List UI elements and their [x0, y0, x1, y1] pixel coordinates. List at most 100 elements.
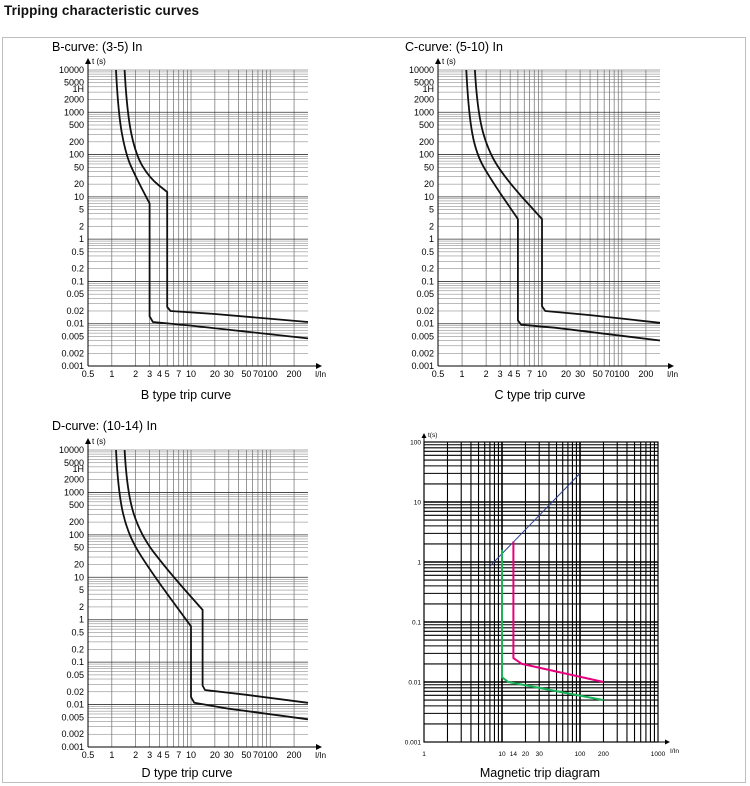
y-axis-label: t(s) [428, 432, 437, 439]
series-curve-1 [115, 449, 309, 721]
y-axis-arrow [85, 438, 91, 444]
x-tick-label: 0.5 [432, 369, 445, 379]
y-tick-label: 5000 [64, 78, 84, 88]
y-tick-label: 5 [429, 205, 434, 215]
x-tick-label: 3 [147, 750, 152, 760]
y-tick-label: 100 [69, 530, 84, 540]
y-tick-label: 0.2 [71, 264, 84, 274]
x-tick-label: 5 [515, 369, 520, 379]
x-tick-label: 3 [147, 369, 152, 379]
x-tick-label: 30 [224, 750, 234, 760]
chart-caption: C type trip curve [494, 388, 585, 402]
y-axis-arrow [421, 433, 427, 438]
y-tick-label: 0.001 [405, 740, 422, 747]
y-tick-label: 0.5 [421, 247, 434, 257]
x-tick-label: 1 [422, 751, 426, 758]
chart-caption: B type trip curve [141, 388, 231, 402]
y-tick-label: 200 [69, 137, 84, 147]
x-axis-label: I/In [315, 370, 326, 379]
y-tick-label: 500 [69, 120, 84, 130]
y-tick-label: 0.002 [61, 729, 84, 739]
x-tick-label: 50 [593, 369, 603, 379]
y-axis-arrow [435, 58, 441, 64]
y-tick-label: 1H [72, 84, 84, 94]
series-curve-1 [115, 69, 309, 340]
x-tick-label: 200 [287, 369, 302, 379]
y-tick-label: 10000 [409, 65, 434, 75]
y-tick-label: 10000 [59, 65, 84, 75]
series-curve-2 [512, 541, 604, 683]
y-tick-label: 500 [69, 500, 84, 510]
y-tick-label: 0.002 [61, 348, 84, 358]
series-curve-2 [123, 449, 309, 704]
plot-border [423, 441, 659, 743]
y-tick-label: 2000 [414, 95, 434, 105]
y-tick-label: 100 [69, 150, 84, 160]
x-tick-label: 70 [253, 369, 263, 379]
y-tick-label: 1 [417, 560, 421, 567]
x-tick-label: 2 [484, 369, 489, 379]
y-tick-label: 0.1 [412, 620, 421, 627]
x-tick-label: 7 [527, 369, 532, 379]
y-tick-label: 1000 [414, 107, 434, 117]
x-tick-label: 4 [157, 750, 162, 760]
y-tick-label: 2 [429, 221, 434, 231]
x-tick-label: 20 [210, 750, 220, 760]
series-curve-3 [501, 549, 604, 702]
chart-2: C-curve: (5-10) In C type trip curve t (s)… [405, 40, 678, 402]
y-tick-label: 200 [69, 517, 84, 527]
series-curve-2 [123, 69, 309, 323]
x-tick-label: 1 [109, 369, 114, 379]
y-tick-label: 0.5 [71, 247, 84, 257]
y-tick-label: 1 [79, 615, 84, 625]
y-tick-label: 1H [72, 464, 84, 474]
y-tick-label: 5 [79, 585, 84, 595]
x-tick-label: 1 [109, 750, 114, 760]
x-tick-label: 50 [241, 369, 251, 379]
x-tick-label: 70 [253, 750, 263, 760]
y-tick-label: 0.002 [411, 348, 434, 358]
y-tick-label: 0.01 [408, 680, 421, 687]
y-tick-label: 10 [414, 500, 422, 507]
y-tick-label: 5 [79, 205, 84, 215]
y-tick-label: 20 [74, 179, 84, 189]
chart-4: Magnetic trip diagram t(s) I/In 100 10 1 0.1 0.… [405, 432, 680, 780]
y-tick-label: 100 [410, 440, 421, 447]
y-tick-label: 10 [74, 192, 84, 202]
x-tick-label: 2 [133, 369, 138, 379]
y-axis-label: t (s) [92, 57, 106, 66]
x-axis-arrow [316, 363, 322, 369]
y-tick-label: 0.05 [66, 289, 84, 299]
y-tick-label: 100 [419, 150, 434, 160]
x-tick-label: 14 [510, 751, 518, 758]
x-tick-label: 3 [498, 369, 503, 379]
y-tick-label: 0.1 [421, 276, 434, 286]
x-tick-label: 0.5 [82, 750, 95, 760]
y-tick-label: 0.2 [71, 644, 84, 654]
y-tick-label: 50 [74, 162, 84, 172]
y-tick-label: 1000 [64, 107, 84, 117]
y-tick-label: 1 [429, 234, 434, 244]
y-axis-label: t (s) [442, 57, 456, 66]
y-tick-label: 0.005 [61, 331, 84, 341]
y-tick-label: 20 [74, 560, 84, 570]
y-tick-label: 10 [74, 572, 84, 582]
y-tick-label: 50 [424, 162, 434, 172]
y-tick-label: 0.005 [411, 331, 434, 341]
y-tick-label: 0.01 [66, 319, 84, 329]
x-tick-label: 10 [186, 369, 196, 379]
y-tick-label: 50 [74, 543, 84, 553]
x-tick-label: 10 [186, 750, 196, 760]
y-tick-label: 200 [419, 137, 434, 147]
x-axis-label: I/In [667, 370, 678, 379]
x-tick-label: 200 [287, 750, 302, 760]
grid [438, 69, 660, 367]
chart-caption: Magnetic trip diagram [480, 766, 600, 780]
series-curve-1 [465, 69, 661, 342]
x-tick-label: 100 [575, 751, 586, 758]
y-tick-label: 1000 [64, 487, 84, 497]
y-tick-label: 0.1 [71, 276, 84, 286]
y-tick-label: 2000 [64, 475, 84, 485]
y-tick-label: 0.05 [66, 670, 84, 680]
x-axis-label: I/In [670, 748, 679, 755]
